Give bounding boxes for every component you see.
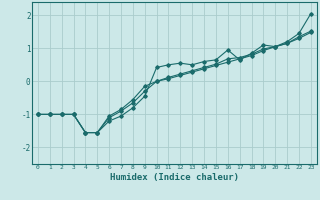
X-axis label: Humidex (Indice chaleur): Humidex (Indice chaleur)	[110, 173, 239, 182]
